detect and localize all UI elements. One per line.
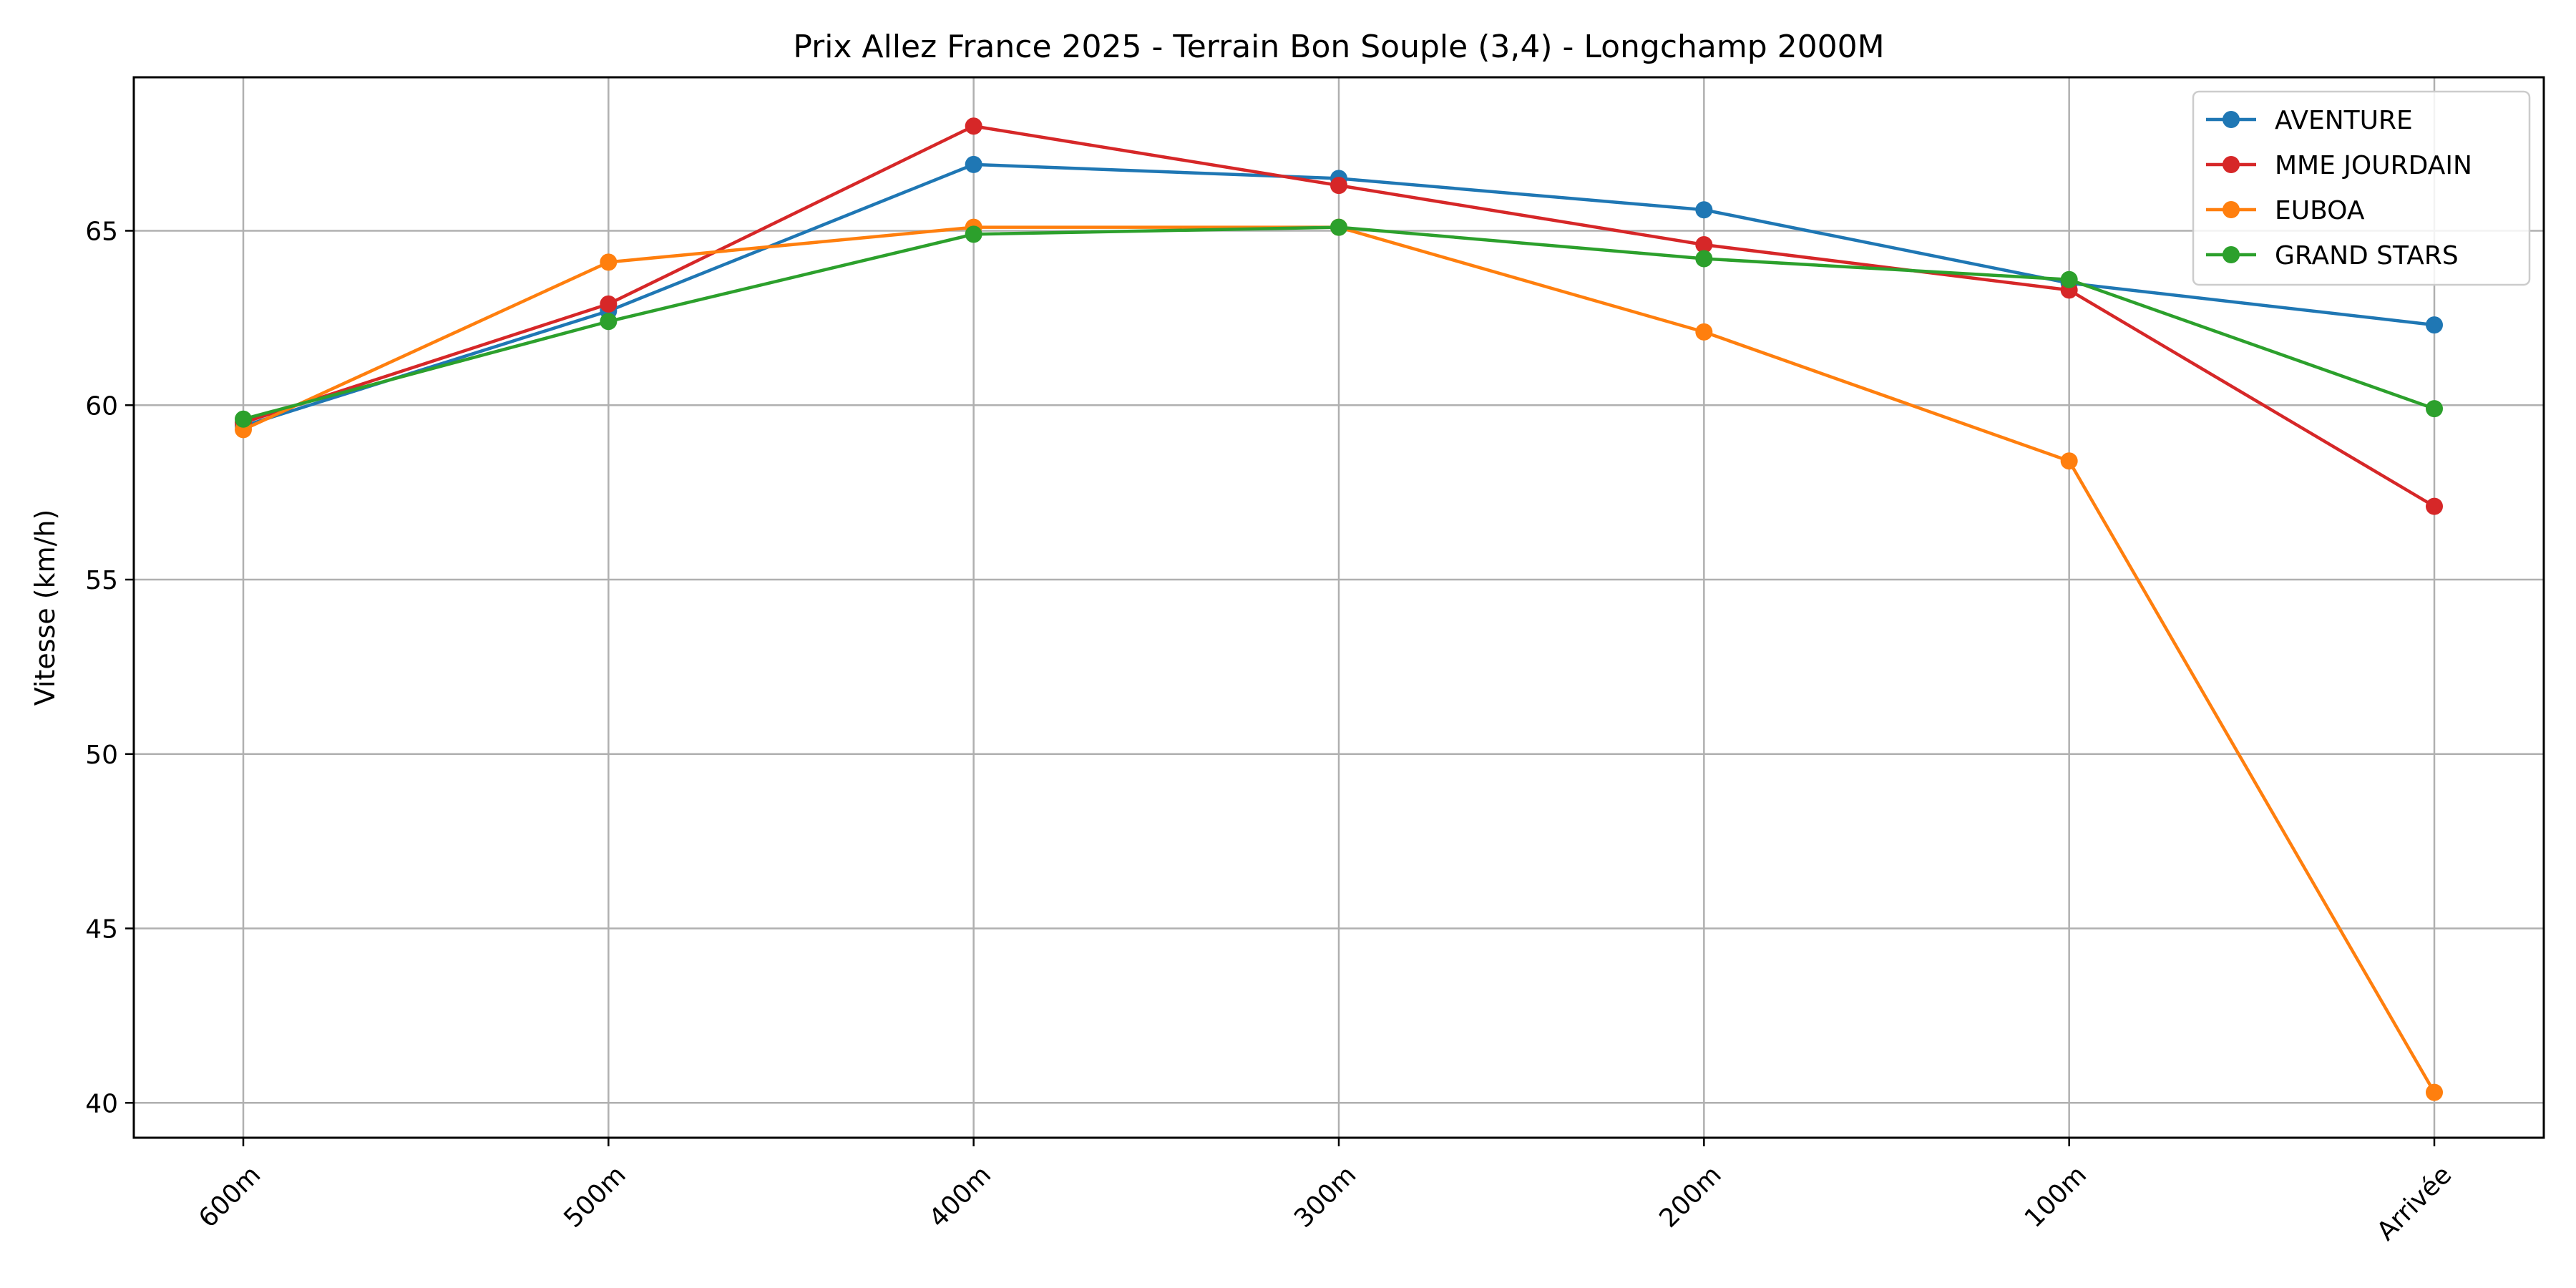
y-axis-label: Vitesse (km/h) — [29, 509, 61, 706]
data-point-euboa — [2060, 452, 2078, 470]
y-tick-label: 45 — [85, 915, 118, 945]
series-layer — [235, 117, 2443, 1101]
data-point-euboa — [600, 253, 618, 271]
data-point-grand-stars — [1695, 250, 1713, 268]
data-point-grand-stars — [1330, 218, 1347, 236]
y-tick-label: 40 — [85, 1089, 118, 1118]
data-point-grand-stars — [2426, 400, 2443, 418]
legend-marker-euboa — [2223, 201, 2240, 218]
plot-frame — [132, 76, 2545, 1139]
legend-label-grand-stars: GRAND STARS — [2275, 241, 2459, 270]
data-point-euboa — [1695, 323, 1713, 341]
data-point-aventure — [2426, 316, 2443, 334]
data-point-mme-jourdain — [965, 117, 982, 135]
y-tick-label: 50 — [85, 741, 118, 770]
y-tick-label: 65 — [85, 218, 118, 247]
data-point-euboa — [2426, 1083, 2443, 1101]
legend-marker-aventure — [2223, 111, 2240, 128]
data-point-grand-stars — [965, 225, 982, 243]
legend-marker-grand-stars — [2223, 246, 2240, 263]
legend-marker-mme-jourdain — [2223, 156, 2240, 173]
data-point-grand-stars — [235, 410, 252, 428]
legend: AVENTURE MME JOURDAIN EUBOA GRAND STARS — [2192, 90, 2531, 286]
data-point-aventure — [1695, 201, 1713, 219]
data-point-mme-jourdain — [2426, 497, 2443, 515]
y-tick-label: 55 — [85, 566, 118, 595]
y-tick-label: 60 — [85, 391, 118, 421]
data-point-aventure — [965, 155, 982, 173]
legend-label-aventure: AVENTURE — [2275, 106, 2413, 135]
chart-title: Prix Allez France 2025 - Terrain Bon Sou… — [793, 29, 1884, 65]
legend-label-mme-jourdain: MME JOURDAIN — [2275, 151, 2472, 180]
legend-box — [2192, 90, 2531, 286]
legend-label-euboa: EUBOA — [2275, 196, 2365, 225]
data-point-mme-jourdain — [1330, 177, 1347, 195]
data-point-mme-jourdain — [1695, 236, 1713, 253]
data-point-mme-jourdain — [600, 295, 618, 313]
data-point-grand-stars — [2060, 270, 2078, 288]
data-point-grand-stars — [600, 313, 618, 331]
